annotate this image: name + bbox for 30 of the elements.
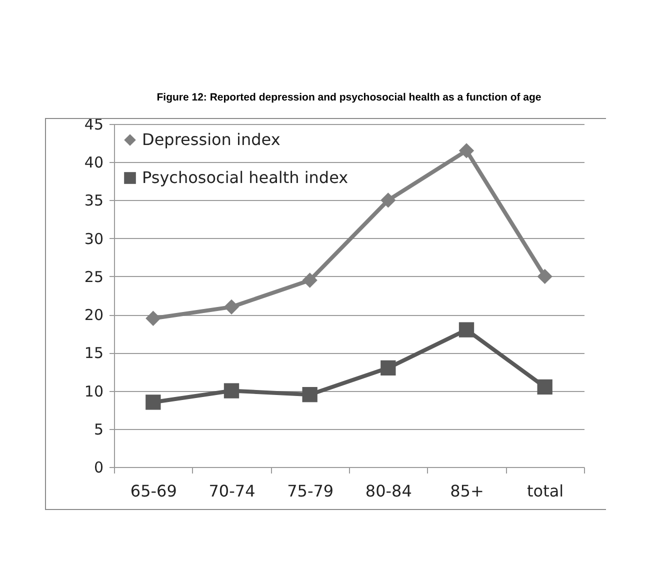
- y-tick-label: 20: [84, 306, 104, 324]
- y-tick-label: 25: [84, 268, 104, 286]
- x-tick-label: 80-84: [365, 482, 412, 500]
- y-tick-label: 5: [94, 420, 104, 438]
- y-tick-label: 15: [84, 344, 104, 362]
- y-tick-label: 0: [94, 458, 104, 476]
- y-tick-label: 35: [84, 192, 104, 210]
- legend-label: Psychosocial health index: [142, 168, 348, 187]
- point: [537, 379, 552, 395]
- x-tick-label: total: [527, 482, 564, 500]
- point: [302, 272, 318, 288]
- point: [302, 387, 318, 402]
- y-tick-label: 10: [84, 382, 104, 400]
- point: [146, 394, 161, 410]
- point: [224, 383, 240, 398]
- point: [380, 192, 396, 208]
- point: [537, 268, 552, 284]
- point: [380, 360, 396, 376]
- point: [458, 322, 474, 338]
- y-tick-label: 40: [84, 154, 104, 172]
- chart-title: Figure 12: Reported depression and psychosocial health as a function of age: [156, 92, 542, 104]
- x-tick-label: 75-79: [287, 482, 334, 500]
- point: [146, 310, 161, 326]
- legend-label: Depression index: [142, 130, 280, 149]
- x-tick-label: 70-74: [208, 482, 256, 500]
- x-tick-label: 85+: [450, 482, 484, 500]
- x-tick-label: 65-69: [130, 482, 177, 500]
- point: [458, 143, 474, 158]
- point: [224, 299, 240, 315]
- y-tick-label: 30: [84, 230, 104, 248]
